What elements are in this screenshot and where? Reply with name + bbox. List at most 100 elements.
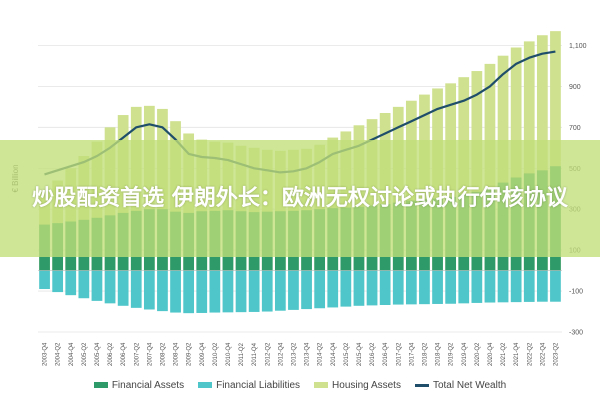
legend-swatch-financial-assets <box>93 382 108 388</box>
bar-financial-liabilities <box>471 270 483 303</box>
bar-financial-liabilities <box>222 270 234 313</box>
bar-financial-liabilities <box>314 270 326 309</box>
bar-financial-liabilities <box>353 270 365 306</box>
x-tick-label: 2009-Q4 <box>200 342 206 366</box>
bar-financial-liabilities <box>379 270 391 305</box>
x-tick-label: 2005-Q4 <box>95 342 101 366</box>
x-tick-label: 2011-Q2 <box>239 342 245 366</box>
x-tick-label: 2007-Q4 <box>147 342 153 366</box>
x-tick-label: 2010-Q4 <box>226 342 232 366</box>
y-tick-label: -100 <box>569 289 583 296</box>
x-tick-label: 2016-Q2 <box>370 342 376 366</box>
bar-financial-liabilities <box>366 270 378 306</box>
bar-financial-liabilities <box>288 270 299 310</box>
x-tick-label: 2008-Q4 <box>174 342 180 366</box>
y-tick-label: 1,100 <box>569 43 587 50</box>
x-tick-label: 2016-Q4 <box>383 342 389 366</box>
legend-swatch-housing-assets <box>314 382 329 388</box>
x-tick-label: 2006-Q4 <box>121 342 127 366</box>
bar-financial-liabilities <box>340 270 352 307</box>
x-tick-label: 2005-Q2 <box>82 342 88 366</box>
bar-financial-liabilities <box>170 270 181 313</box>
bar-financial-liabilities <box>65 270 77 296</box>
x-tick-label: 2021-Q4 <box>514 342 520 366</box>
bar-financial-liabilities <box>196 270 208 313</box>
x-tick-label: 2014-Q2 <box>318 342 324 366</box>
overlay-banner[interactable]: 炒股配资首选 伊朗外长：欧洲无权讨论或执行伊核协议 <box>0 140 600 257</box>
x-tick-label: 2023-Q2 <box>553 342 559 366</box>
x-tick-label: 2012-Q2 <box>265 342 271 366</box>
x-tick-label: 2006-Q2 <box>108 342 114 366</box>
x-tick-label: 2013-Q2 <box>291 342 297 366</box>
x-tick-label: 2022-Q4 <box>540 342 546 366</box>
x-tick-label: 2018-Q4 <box>436 342 442 366</box>
bar-financial-liabilities <box>78 270 90 299</box>
x-tick-label: 2017-Q4 <box>409 342 415 366</box>
bar-financial-liabilities <box>405 270 417 305</box>
bar-financial-liabilities <box>445 270 457 304</box>
bar-financial-liabilities <box>248 270 260 312</box>
bar-financial-liabilities <box>143 270 155 310</box>
bar-financial-liabilities <box>536 270 548 302</box>
bar-financial-liabilities <box>484 270 496 303</box>
x-tick-label: 2020-Q2 <box>475 342 481 366</box>
bar-financial-liabilities <box>510 270 522 303</box>
bar-financial-liabilities <box>497 270 509 303</box>
bar-financial-liabilities <box>432 270 443 304</box>
bar-financial-liabilities <box>419 270 430 305</box>
bar-financial-liabilities <box>274 270 286 311</box>
bar-financial-liabilities <box>91 270 103 301</box>
y-tick-label: 900 <box>569 84 581 91</box>
bar-financial-liabilities <box>157 270 168 312</box>
x-tick-label: 2009-Q2 <box>187 342 193 366</box>
x-tick-label: 2008-Q2 <box>160 342 166 366</box>
bar-financial-liabilities <box>183 270 195 314</box>
banner-text: 炒股配资首选 伊朗外长：欧洲无权讨论或执行伊核协议 <box>32 185 568 211</box>
bar-financial-liabilities <box>392 270 404 305</box>
legend-label-financial-liabilities: Financial Liabilities <box>216 379 301 391</box>
x-tick-label: 2012-Q4 <box>278 342 284 366</box>
x-tick-label: 2021-Q2 <box>501 342 507 366</box>
chart-legend: Financial Assets Financial Liabilities H… <box>0 376 600 394</box>
x-tick-label: 2018-Q2 <box>422 342 428 366</box>
bar-financial-liabilities <box>104 270 116 304</box>
x-tick-label: 2017-Q2 <box>396 342 402 366</box>
x-tick-label: 2014-Q4 <box>331 342 337 366</box>
legend-swatch-financial-liabilities <box>198 382 213 388</box>
legend-item-financial-assets: Financial Assets <box>93 376 185 394</box>
x-tick-label: 2013-Q4 <box>305 342 311 366</box>
x-tick-label: 2010-Q2 <box>213 342 219 366</box>
x-tick-label: 2020-Q4 <box>488 342 494 366</box>
legend-item-total-net-wealth: Total Net Wealth <box>414 376 507 394</box>
bar-financial-liabilities <box>523 270 535 302</box>
bar-financial-liabilities <box>261 270 273 312</box>
bar-financial-liabilities <box>130 270 142 308</box>
bar-financial-liabilities <box>327 270 339 308</box>
x-tick-label: 2015-Q2 <box>344 342 350 366</box>
legend-item-housing-assets: Housing Assets <box>314 376 401 394</box>
bar-financial-liabilities <box>117 270 129 306</box>
x-tick-label: 2011-Q4 <box>252 342 258 366</box>
legend-swatch-total-net-wealth <box>414 383 429 387</box>
bar-financial-liabilities <box>39 270 50 290</box>
x-tick-label: 2019-Q4 <box>462 342 468 366</box>
legend-label-total-net-wealth: Total Net Wealth <box>432 379 507 391</box>
x-tick-label: 2003-Q4 <box>43 342 49 366</box>
x-tick-label: 2019-Q2 <box>449 342 455 366</box>
y-tick-label: 700 <box>569 125 581 132</box>
x-tick-label: 2004-Q4 <box>69 342 75 366</box>
bar-financial-liabilities <box>301 270 312 310</box>
x-tick-label: 2007-Q2 <box>134 342 140 366</box>
legend-item-financial-liabilities: Financial Liabilities <box>198 376 300 394</box>
bar-financial-liabilities <box>235 270 247 313</box>
bar-financial-liabilities <box>550 270 561 302</box>
legend-label-financial-assets: Financial Assets <box>111 379 185 391</box>
x-tick-label: 2004-Q2 <box>56 342 62 366</box>
legend-label-housing-assets: Housing Assets <box>332 379 401 391</box>
bar-financial-liabilities <box>209 270 221 313</box>
bar-financial-liabilities <box>458 270 470 304</box>
x-tick-label: 2015-Q4 <box>357 342 363 366</box>
bar-financial-liabilities <box>52 270 64 293</box>
x-tick-label: 2022-Q2 <box>527 342 533 366</box>
